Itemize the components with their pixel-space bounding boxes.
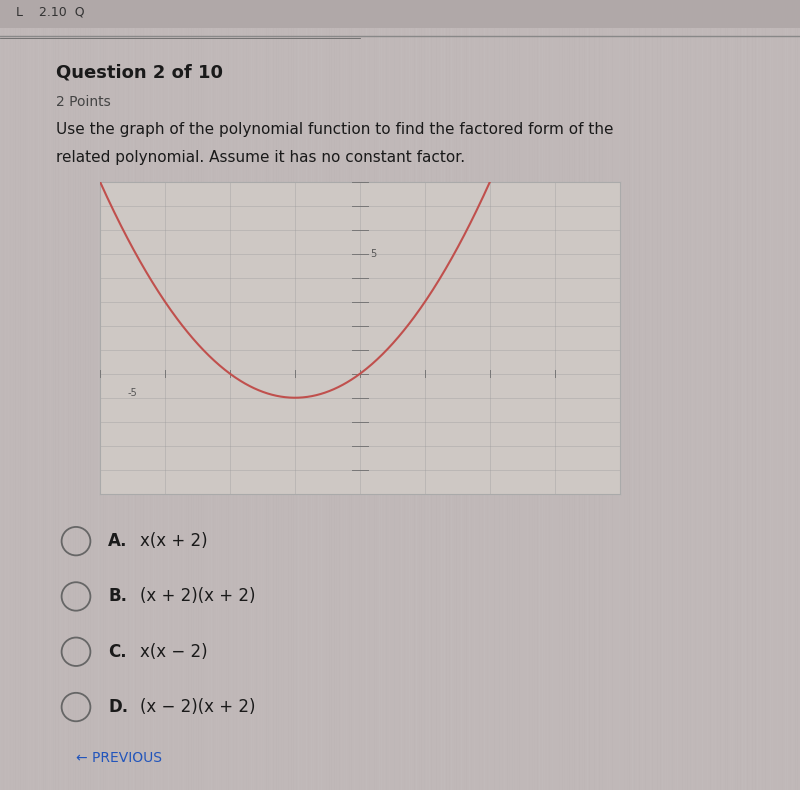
Text: A.: A. [108,532,127,550]
Text: Question 2 of 10: Question 2 of 10 [56,63,223,81]
Text: -5: -5 [128,388,138,398]
Text: Use the graph of the polynomial function to find the factored form of the: Use the graph of the polynomial function… [56,122,614,137]
Text: ← PREVIOUS: ← PREVIOUS [76,751,162,766]
Text: related polynomial. Assume it has no constant factor.: related polynomial. Assume it has no con… [56,150,465,165]
Text: x(x + 2): x(x + 2) [140,532,208,550]
Text: C.: C. [108,643,126,660]
Text: (x − 2)(x + 2): (x − 2)(x + 2) [140,698,255,716]
Text: B.: B. [108,588,127,605]
Text: 5: 5 [370,249,376,258]
Text: 2 Points: 2 Points [56,95,110,109]
Bar [0,0,800,28]
Text: L    2.10  Q: L 2.10 Q [16,6,85,18]
Text: D.: D. [108,698,128,716]
Text: x(x − 2): x(x − 2) [140,643,208,660]
Text: (x + 2)(x + 2): (x + 2)(x + 2) [140,588,255,605]
